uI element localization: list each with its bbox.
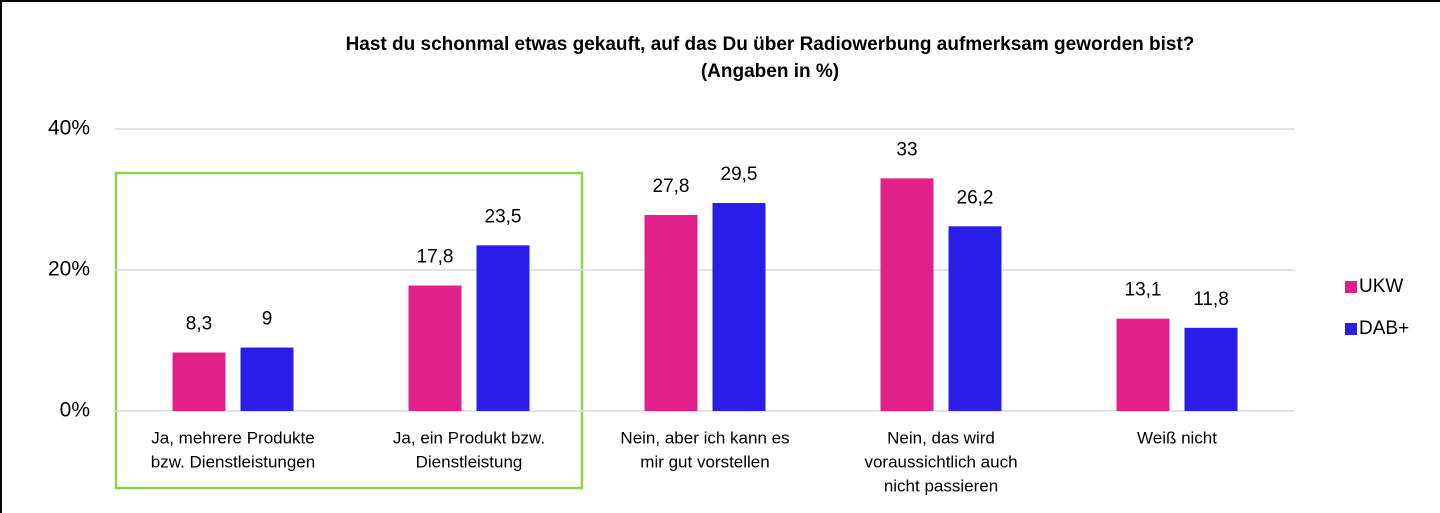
value-label: 29,5 xyxy=(721,164,758,185)
x-tick-label: Ja, mehrere Produkte xyxy=(151,428,314,447)
value-label: 11,8 xyxy=(1193,289,1229,310)
chart-title: Hast du schonmal etwas gekauft, auf das … xyxy=(346,34,1195,55)
x-tick-label: nicht passieren xyxy=(884,476,998,495)
bar xyxy=(1184,327,1238,411)
x-tick-label: Dienstleistung xyxy=(416,452,523,471)
bar xyxy=(880,178,934,411)
x-tick-label: Nein, das wird xyxy=(887,428,995,447)
value-label: 9 xyxy=(262,309,273,330)
value-label: 8,3 xyxy=(186,314,212,335)
value-label: 13,1 xyxy=(1125,280,1162,301)
legend-label: UKW xyxy=(1359,276,1403,297)
bar xyxy=(644,215,698,411)
bar xyxy=(948,226,1002,411)
legend-swatch xyxy=(1345,281,1357,293)
value-label: 26,2 xyxy=(957,187,994,208)
highlight-box xyxy=(114,171,584,490)
x-tick-label: Ja, ein Produkt bzw. xyxy=(393,428,545,447)
x-tick-label: mir gut vorstellen xyxy=(640,452,769,471)
y-tick-label: 0% xyxy=(60,399,90,422)
chart-title: (Angaben in %) xyxy=(701,61,839,82)
bar xyxy=(240,347,294,411)
bar xyxy=(1116,318,1170,411)
bar xyxy=(172,352,226,411)
x-tick-label: voraussichtlich auch xyxy=(864,452,1017,471)
x-tick-label: Nein, aber ich kann es xyxy=(620,428,789,447)
value-label: 33 xyxy=(896,139,917,160)
x-tick-label: bzw. Dienstleistungen xyxy=(151,452,315,471)
bar xyxy=(476,245,530,411)
value-label: 23,5 xyxy=(485,206,522,227)
y-tick-label: 40% xyxy=(48,117,90,140)
value-label: 17,8 xyxy=(417,247,454,268)
legend-swatch xyxy=(1345,323,1357,335)
x-tick-label: Weiß nicht xyxy=(1137,428,1217,447)
value-label: 27,8 xyxy=(653,176,690,197)
legend-label: DAB+ xyxy=(1359,318,1409,339)
y-tick-label: 20% xyxy=(48,258,90,281)
bar xyxy=(712,203,766,411)
bar xyxy=(408,285,462,411)
